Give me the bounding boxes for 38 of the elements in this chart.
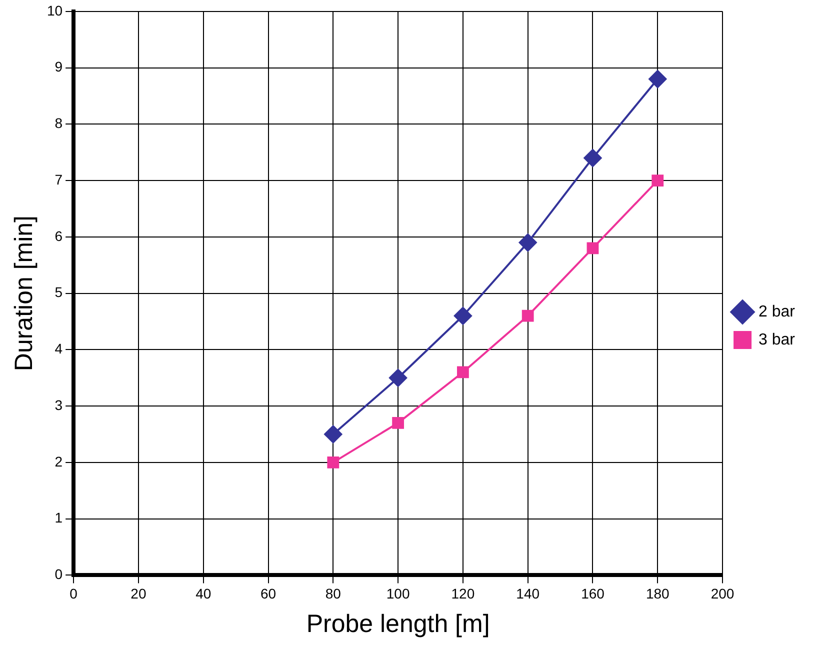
point [518,234,537,252]
legend-label: 3 bar [758,331,796,348]
x-tick-label: 20 [130,585,146,602]
point [652,174,664,186]
x-tick-label: 180 [646,585,670,602]
point [389,368,408,387]
x-tick-label: 160 [581,585,605,602]
y-axis-title: Duration [min] [10,215,38,372]
y-tick-label: 10 [46,2,63,18]
y-tick-label: 2 [54,453,63,470]
x-tick-label: 80 [325,585,342,602]
point [522,310,534,322]
y-tick-label: 5 [54,284,63,300]
y-tick-label: 4 [54,340,63,357]
point [457,366,469,378]
y-tick-label: 3 [54,396,63,413]
y-tick-label: 8 [54,115,63,132]
y-tick-label: 9 [54,58,63,75]
x-tick-label: 200 [710,585,734,602]
x-tick-label: 60 [260,585,276,602]
x-tick-label: 120 [451,585,475,602]
y-tick-label: 0 [54,566,63,582]
x-tick-label: 140 [516,585,540,602]
y-tick-label: 7 [54,171,63,188]
y-tick-label: 6 [54,228,63,244]
x-axis-title: Probe length [m] [306,610,490,638]
x-tick-label: 0 [70,585,78,602]
point [324,425,342,444]
point [584,148,602,167]
x-tick-label: 100 [386,585,410,602]
y-tick-label: 1 [54,510,63,526]
point [392,417,404,429]
point [454,306,472,325]
point [586,242,599,254]
x-tick-label: 40 [196,585,212,602]
legend-label: 2 bar [758,303,796,320]
point [648,70,667,88]
point [327,456,340,468]
